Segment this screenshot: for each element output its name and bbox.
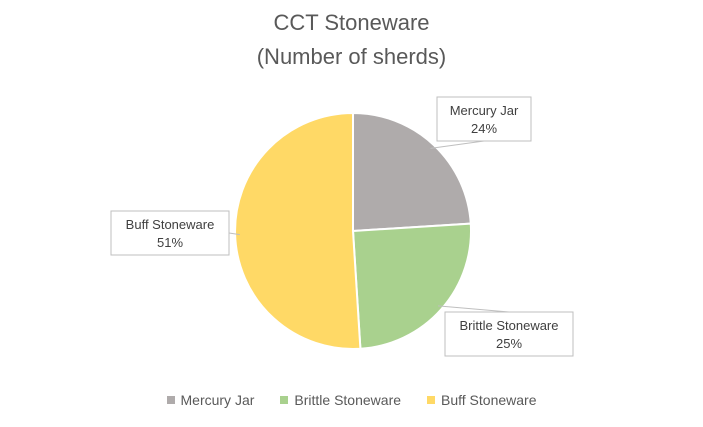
leader-line-mercury-jar [430, 140, 485, 149]
data-label-name-buff-stoneware: Buff Stoneware [126, 217, 215, 232]
data-label-buff-stoneware: Buff Stoneware 51% [110, 210, 240, 256]
pie-slice-buff-stoneware [234, 111, 362, 350]
data-label-name-mercury-jar: Mercury Jar [450, 103, 519, 118]
legend-label-mercury-jar: Mercury Jar [180, 392, 255, 408]
chart-subtitle: (Number of sherds) [256, 44, 447, 69]
leader-line-buff-stoneware [228, 232, 240, 236]
legend-item-mercury-jar: Mercury Jar [166, 392, 255, 408]
data-label-box-mercury-jar [436, 96, 532, 142]
data-label-value-mercury-jar: 24% [471, 121, 497, 136]
leader-line-brittle-stoneware [437, 305, 510, 313]
legend-swatch-mercury-jar [166, 396, 175, 404]
legend-label-brittle-stoneware: Brittle Stoneware [294, 392, 402, 408]
chart-title: CCT Stoneware [273, 10, 430, 35]
pie-slice-mercury-jar [352, 111, 472, 233]
legend-item-brittle-stoneware: Brittle Stoneware [280, 392, 401, 408]
legend-label-buff-stoneware: Buff Stoneware [441, 392, 537, 408]
legend-swatch-brittle-stoneware [280, 396, 289, 404]
data-label-box-brittle-stoneware [444, 311, 574, 357]
data-label-box-buff-stoneware [110, 210, 230, 256]
data-label-brittle-stoneware: Brittle Stoneware 25% [437, 305, 574, 357]
data-label-name-brittle-stoneware: Brittle Stoneware [460, 318, 559, 333]
pie-slice-brittle-stoneware [351, 222, 472, 350]
data-label-mercury-jar: Mercury Jar 24% [430, 96, 532, 149]
data-label-value-brittle-stoneware: 25% [496, 336, 522, 351]
legend-swatch-buff-stoneware [427, 396, 436, 404]
data-label-value-buff-stoneware: 51% [157, 235, 183, 250]
legend-item-buff-stoneware: Buff Stoneware [427, 392, 537, 408]
legend: Mercury Jar Brittle Stoneware Buff Stone… [0, 392, 703, 408]
